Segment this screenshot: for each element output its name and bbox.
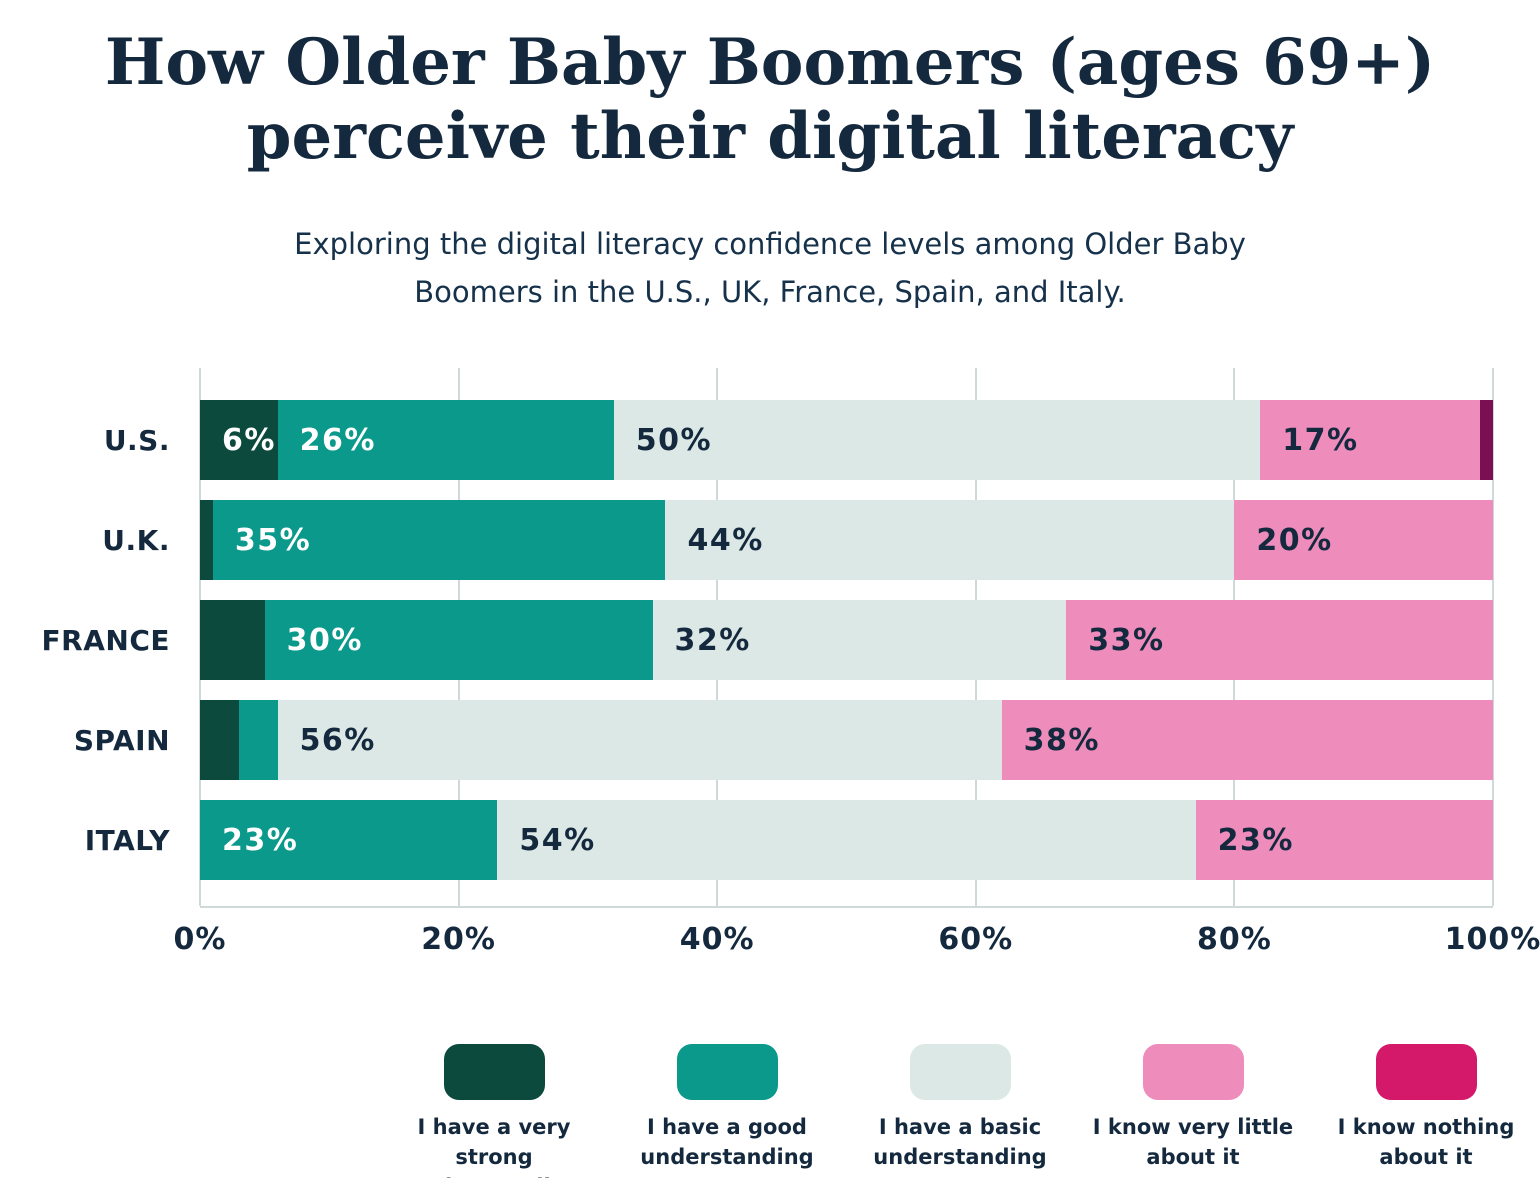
bar-segment: 32%: [652, 600, 1067, 680]
bar-value-label: 50%: [635, 422, 713, 458]
bar-segment: 44%: [665, 500, 1235, 580]
legend-swatch: [909, 1044, 1011, 1100]
bar-segment: 30%: [264, 600, 653, 680]
row-label: SPAIN: [73, 723, 170, 757]
legend-item: I have a very strong understanding: [388, 1044, 600, 1178]
row-label: ITALY: [84, 823, 170, 857]
bar-value-label: 26%: [299, 422, 376, 458]
bar-segment: 26%: [277, 400, 614, 480]
row-label: U.K.: [102, 523, 170, 557]
bar-segment: 33%: [1066, 600, 1493, 680]
bar-value-label: 33%: [1088, 622, 1165, 658]
gridline: [1492, 368, 1494, 906]
bar-segment: 17%: [1260, 400, 1481, 480]
row-label: FRANCE: [41, 623, 170, 657]
bar-value-label: 44%: [687, 522, 764, 558]
bar-segment: 54%: [497, 800, 1196, 880]
legend-label: I have a good understanding: [640, 1115, 814, 1169]
axis-tick-label: 80%: [1196, 922, 1272, 957]
bar-value-label: 23%: [222, 822, 299, 858]
axis-tick-label: 40%: [679, 922, 755, 957]
bar-row: 6% 26% 50% 17%: [200, 400, 1493, 480]
bar-segment: [200, 700, 239, 780]
legend-label: I know very little about it: [1092, 1115, 1294, 1169]
bar-segment: [238, 700, 278, 780]
x-axis: 0% 20% 40% 60% 80% 100%: [174, 922, 1540, 968]
bar-segment: 38%: [1001, 700, 1493, 780]
legend-swatch: [1142, 1044, 1244, 1100]
row-label: U.S.: [103, 423, 170, 457]
legend: I have a very strong understanding I have…: [388, 1044, 1532, 1178]
chart-title: How Older Baby Boomers (ages 69+) perceiv…: [0, 26, 1540, 174]
bar-segment: [1480, 400, 1493, 480]
bar-segment: 6%: [200, 400, 278, 480]
bar-value-label: 20%: [1256, 522, 1333, 558]
legend-swatch: [1375, 1044, 1477, 1100]
bar-value-label: 30%: [286, 622, 363, 658]
bar-segment: 35%: [212, 500, 666, 580]
legend-item: I have a good understanding: [621, 1044, 833, 1178]
bar-value-label: 56%: [299, 722, 376, 758]
legend-label: I have a basic understanding: [873, 1115, 1047, 1169]
legend-item: I know nothing about it: [1320, 1044, 1532, 1178]
axis-tick-label: 20%: [421, 922, 496, 957]
legend-label: I have a very strong understanding: [407, 1115, 580, 1178]
chart-subtitle-line1: Exploring the digital literacy confidenc…: [294, 227, 1246, 261]
bar-row: 30% 32% 33%: [200, 600, 1493, 680]
bar-value-label: 23%: [1217, 822, 1294, 858]
bar-segment: [200, 500, 213, 580]
bar-segment: 56%: [277, 700, 1002, 780]
bar-value-label: 35%: [234, 522, 312, 558]
axis-tick-label: 0%: [173, 922, 227, 957]
legend-item: I know very little about it: [1087, 1044, 1299, 1178]
bar-value-label: 6%: [222, 422, 276, 458]
chart-title-line1: How Older Baby Boomers (ages 69+): [104, 25, 1436, 100]
axis-tick-label: 60%: [938, 922, 1014, 957]
bar-segment: 23%: [1195, 800, 1493, 880]
bar-segment: 50%: [613, 400, 1261, 480]
bar-value-label: 54%: [519, 822, 596, 858]
legend-swatch: [676, 1044, 778, 1100]
bar-value-label: 17%: [1282, 422, 1359, 458]
bar-segment: 23%: [200, 800, 498, 880]
chart-title-line2: perceive their digital literacy: [246, 99, 1294, 174]
legend-item: I have a basic understanding: [854, 1044, 1066, 1178]
chart-subtitle: Exploring the digital literacy confidenc…: [0, 220, 1540, 316]
bar-row: 23% 54% 23%: [200, 800, 1493, 880]
legend-swatch: [443, 1044, 545, 1100]
bar-value-label: 32%: [674, 622, 751, 658]
axis-tick-label: 100%: [1444, 922, 1540, 957]
legend-label: I know nothing about it: [1337, 1115, 1515, 1169]
bar-segment: [200, 600, 265, 680]
row-labels: U.S. U.K. FRANCE SPAIN ITALY: [0, 368, 170, 908]
bar-value-label: 38%: [1023, 722, 1100, 758]
bar-segment: 20%: [1234, 500, 1493, 580]
bar-row: 56% 38%: [200, 700, 1493, 780]
chart-subtitle-line2: Boomers in the U.S., UK, France, Spain, …: [414, 275, 1126, 309]
bar-row: 35% 44% 20%: [200, 500, 1493, 580]
plot-area: 6% 26% 50% 17% 35% 44% 20% 30% 32% 33% 56% 38% 23% 54…: [199, 368, 1494, 908]
